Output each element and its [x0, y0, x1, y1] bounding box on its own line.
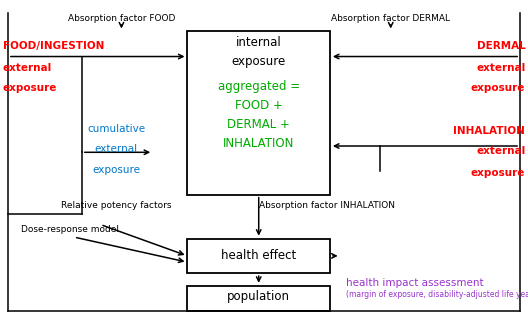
Text: health effect: health effect [221, 249, 296, 263]
Text: exposure: exposure [3, 83, 57, 93]
Text: external: external [476, 146, 525, 156]
FancyBboxPatch shape [187, 31, 330, 195]
Text: FOOD +: FOOD + [235, 99, 282, 112]
Text: external: external [476, 63, 525, 73]
Text: Absorption factor INHALATION: Absorption factor INHALATION [259, 201, 395, 210]
Text: external: external [3, 63, 52, 73]
Text: population: population [227, 290, 290, 303]
Text: exposure: exposure [232, 55, 286, 68]
Text: Dose-response model: Dose-response model [21, 225, 119, 234]
Text: internal: internal [236, 36, 281, 49]
Text: DERMAL: DERMAL [477, 41, 525, 51]
Text: FOOD/INGESTION: FOOD/INGESTION [3, 41, 104, 51]
FancyBboxPatch shape [187, 286, 330, 311]
Text: cumulative: cumulative [87, 124, 145, 134]
Text: INHALATION: INHALATION [454, 126, 525, 136]
Text: exposure: exposure [92, 165, 140, 175]
FancyBboxPatch shape [187, 239, 330, 273]
Text: Relative potency factors: Relative potency factors [61, 201, 171, 210]
Text: INHALATION: INHALATION [223, 137, 295, 149]
Text: (margin of exposure, disability-adjusted life years): (margin of exposure, disability-adjusted… [346, 290, 528, 300]
Text: Absorption factor FOOD: Absorption factor FOOD [68, 14, 175, 23]
Text: external: external [95, 144, 138, 154]
Text: aggregated =: aggregated = [218, 80, 300, 93]
Text: exposure: exposure [471, 83, 525, 93]
Text: exposure: exposure [471, 168, 525, 178]
Text: DERMAL +: DERMAL + [227, 118, 290, 131]
Text: Absorption factor DERMAL: Absorption factor DERMAL [331, 14, 450, 23]
Text: health impact assessment: health impact assessment [346, 278, 484, 288]
